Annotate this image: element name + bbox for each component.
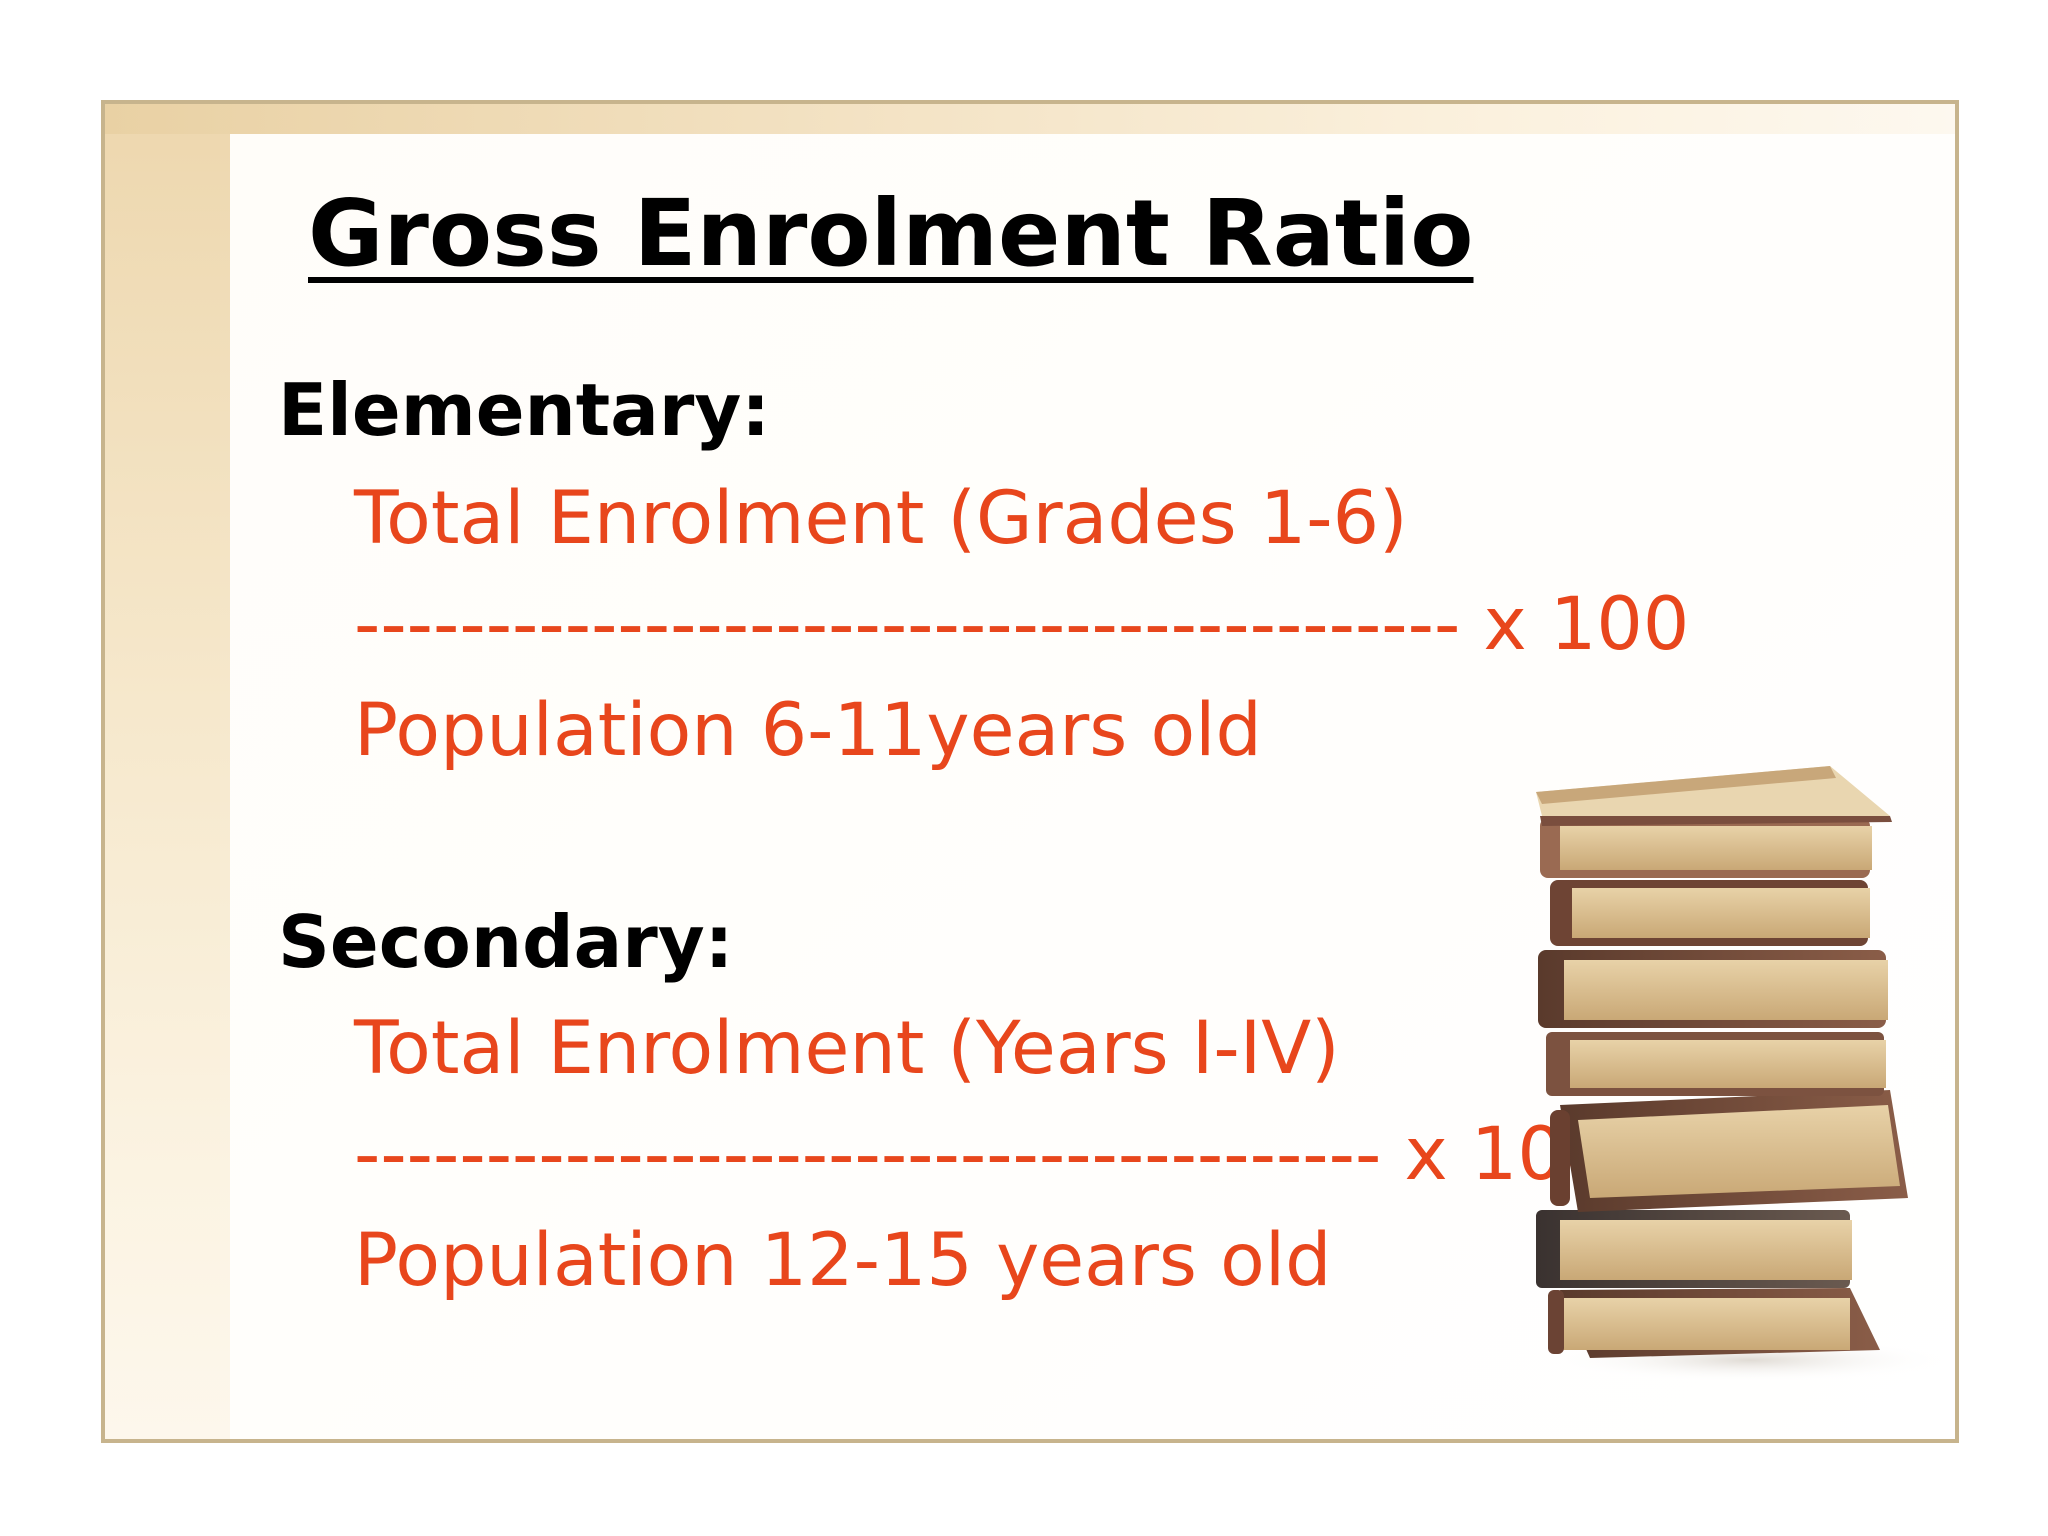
secondary-denominator: Population 12-15 years old	[354, 1218, 1332, 1303]
secondary-heading: Secondary:	[278, 900, 734, 984]
slide-title: Gross Enrolment Ratio	[308, 180, 1474, 287]
secondary-fraction-divider: --------------------------------------- …	[354, 1112, 1611, 1197]
slide-side-band	[105, 104, 230, 1439]
elementary-denominator: Population 6-11years old	[354, 688, 1262, 773]
elementary-numerator: Total Enrolment (Grades 1-6)	[354, 476, 1408, 561]
elementary-heading: Elementary:	[278, 368, 771, 452]
secondary-numerator: Total Enrolment (Years I-IV)	[354, 1006, 1340, 1091]
stack-of-books-icon	[1536, 766, 1940, 1380]
slide-top-band	[105, 104, 1955, 134]
elementary-fraction-divider: ----------------------------------------…	[354, 582, 1690, 667]
